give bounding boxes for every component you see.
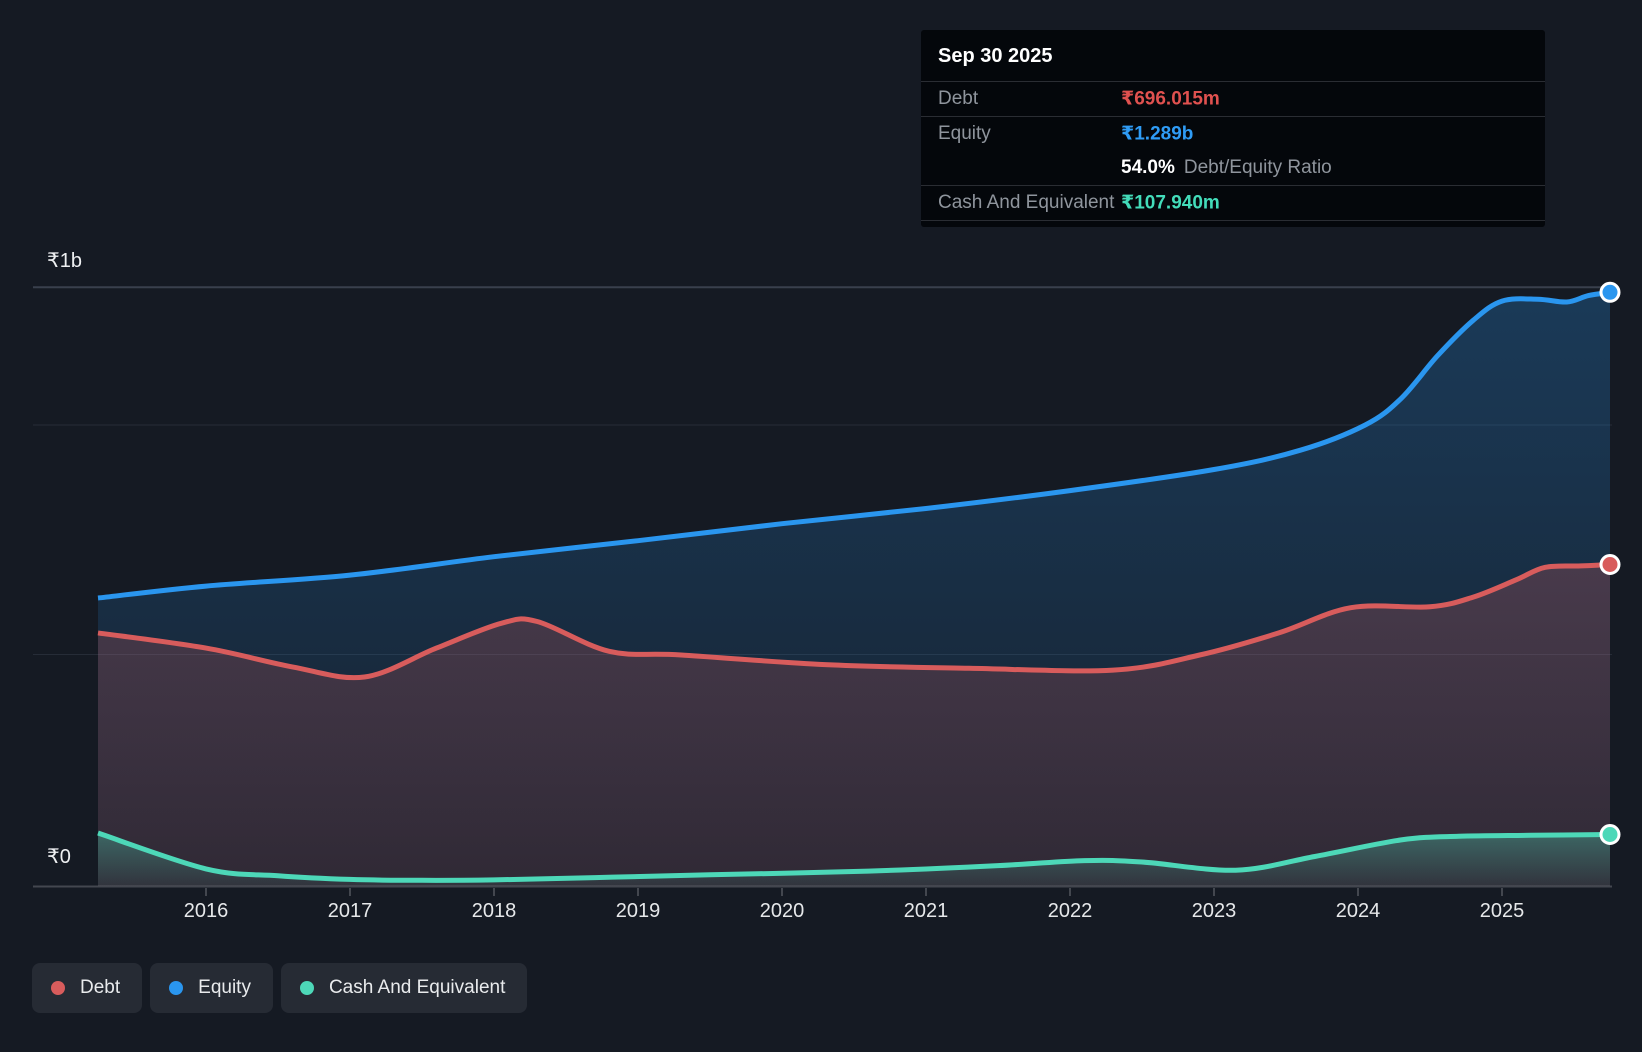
x-axis-label-2018: 2018 xyxy=(449,898,539,924)
x-axis-label-2025: 2025 xyxy=(1457,898,1547,924)
legend-item-cash[interactable]: Cash And Equivalent xyxy=(281,963,527,1013)
tooltip-ratio-label: Debt/Equity Ratio xyxy=(1184,157,1332,178)
legend-debt-label: Debt xyxy=(80,977,120,999)
x-axis-label-2016: 2016 xyxy=(161,898,251,924)
x-axis-label-2023: 2023 xyxy=(1169,898,1259,924)
x-axis-label-2017: 2017 xyxy=(305,898,395,924)
chart-canvas: ₹1b ₹0 2016 2017 2018 2019 2020 2021 2022 2023 2… xyxy=(0,0,1642,1052)
tooltip-cash-label: Cash And Equivalent xyxy=(938,192,1114,214)
tooltip-debt-value: ₹696.015m xyxy=(1121,88,1220,111)
cash-legend-dot-icon xyxy=(300,981,314,995)
x-axis-label-2022: 2022 xyxy=(1025,898,1115,924)
tooltip-equity-value: ₹1.289b xyxy=(1121,123,1193,146)
equity-legend-dot-icon xyxy=(169,981,183,995)
tooltip: Sep 30 2025 Debt ₹696.015m Equity ₹1.289… xyxy=(921,30,1545,227)
cash-endpoint-marker[interactable] xyxy=(1601,826,1619,844)
legend-equity-label: Equity xyxy=(198,977,251,999)
tooltip-cash-value: ₹107.940m xyxy=(1121,192,1220,215)
tooltip-ratio: 54.0% Debt/Equity Ratio xyxy=(1121,157,1332,179)
x-axis-label-2024: 2024 xyxy=(1313,898,1403,924)
y-axis-label-zero: ₹0 xyxy=(47,845,71,869)
x-axis-label-2020: 2020 xyxy=(737,898,827,924)
legend: Debt Equity Cash And Equivalent xyxy=(32,963,527,1013)
tooltip-date: Sep 30 2025 xyxy=(921,30,1545,82)
tooltip-debt-row: Debt ₹696.015m xyxy=(921,82,1545,117)
tooltip-ratio-row: 54.0% Debt/Equity Ratio xyxy=(921,151,1545,186)
debt-legend-dot-icon xyxy=(51,981,65,995)
equity-endpoint-marker[interactable] xyxy=(1601,283,1619,301)
debt-endpoint-marker[interactable] xyxy=(1601,556,1619,574)
legend-item-debt[interactable]: Debt xyxy=(32,963,142,1013)
tooltip-equity-row: Equity ₹1.289b xyxy=(921,117,1545,151)
tooltip-cash-row: Cash And Equivalent ₹107.940m xyxy=(921,186,1545,221)
x-axis-label-2019: 2019 xyxy=(593,898,683,924)
x-axis-label-2021: 2021 xyxy=(881,898,971,924)
legend-cash-label: Cash And Equivalent xyxy=(329,977,505,999)
y-axis-label-max: ₹1b xyxy=(47,249,82,273)
tooltip-ratio-value: 54.0% xyxy=(1121,157,1175,178)
tooltip-debt-label: Debt xyxy=(938,88,978,110)
legend-item-equity[interactable]: Equity xyxy=(150,963,273,1013)
tooltip-equity-label: Equity xyxy=(938,123,991,145)
